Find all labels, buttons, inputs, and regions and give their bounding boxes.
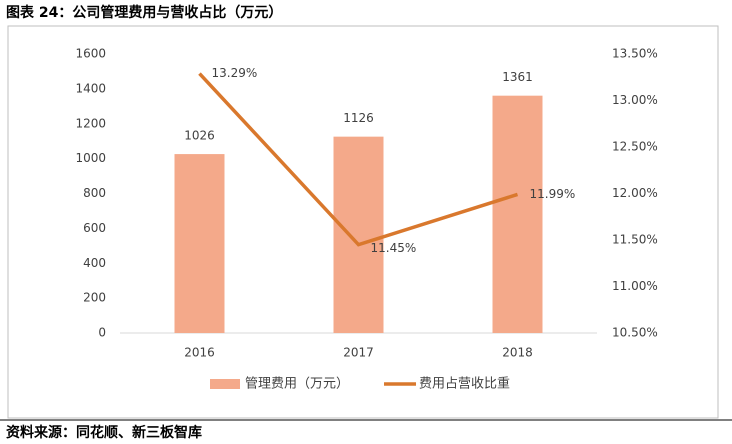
y-tick-label: 1400 <box>75 81 106 95</box>
x-tick-label: 2016 <box>184 346 215 360</box>
bar <box>333 136 384 333</box>
y2-tick-label: 11.00% <box>612 279 658 293</box>
y2-tick-label: 10.50% <box>612 326 658 340</box>
y-tick-label: 400 <box>83 256 106 270</box>
line-value-label: 13.29% <box>212 66 258 80</box>
y2-tick-label: 13.50% <box>612 47 658 61</box>
source: 资料来源：同花顺、新三板智库 <box>6 424 202 441</box>
bar <box>174 154 225 333</box>
legend-swatch <box>210 379 240 389</box>
y2-tick-label: 13.00% <box>612 93 658 107</box>
bar-value-label: 1361 <box>502 70 533 84</box>
y2-tick-label: 11.50% <box>612 233 658 247</box>
legend-label: 管理费用（万元） <box>245 377 349 392</box>
chart-title: 图表 24：公司管理费用与营收占比（万元） <box>6 4 282 21</box>
y-tick-label: 0 <box>98 326 106 340</box>
y-tick-label: 800 <box>83 186 106 200</box>
bar-value-label: 1126 <box>343 111 374 125</box>
bar <box>492 95 543 333</box>
x-tick-label: 2018 <box>502 346 533 360</box>
y-tick-label: 600 <box>83 221 106 235</box>
y2-tick-label: 12.00% <box>612 186 658 200</box>
x-tick-label: 2017 <box>343 346 374 360</box>
y-tick-label: 1200 <box>75 116 106 130</box>
line <box>198 72 519 247</box>
bar-value-label: 1026 <box>184 129 215 143</box>
y-tick-label: 1000 <box>75 151 106 165</box>
y2-tick-label: 12.50% <box>612 140 658 154</box>
line-value-label: 11.45% <box>371 241 417 255</box>
y-tick-label: 200 <box>83 291 106 305</box>
chart-frame <box>7 25 719 419</box>
legend-label: 费用占营收比重 <box>419 376 510 392</box>
y-tick-label: 1600 <box>75 47 106 61</box>
line-value-label: 11.99% <box>530 187 576 201</box>
